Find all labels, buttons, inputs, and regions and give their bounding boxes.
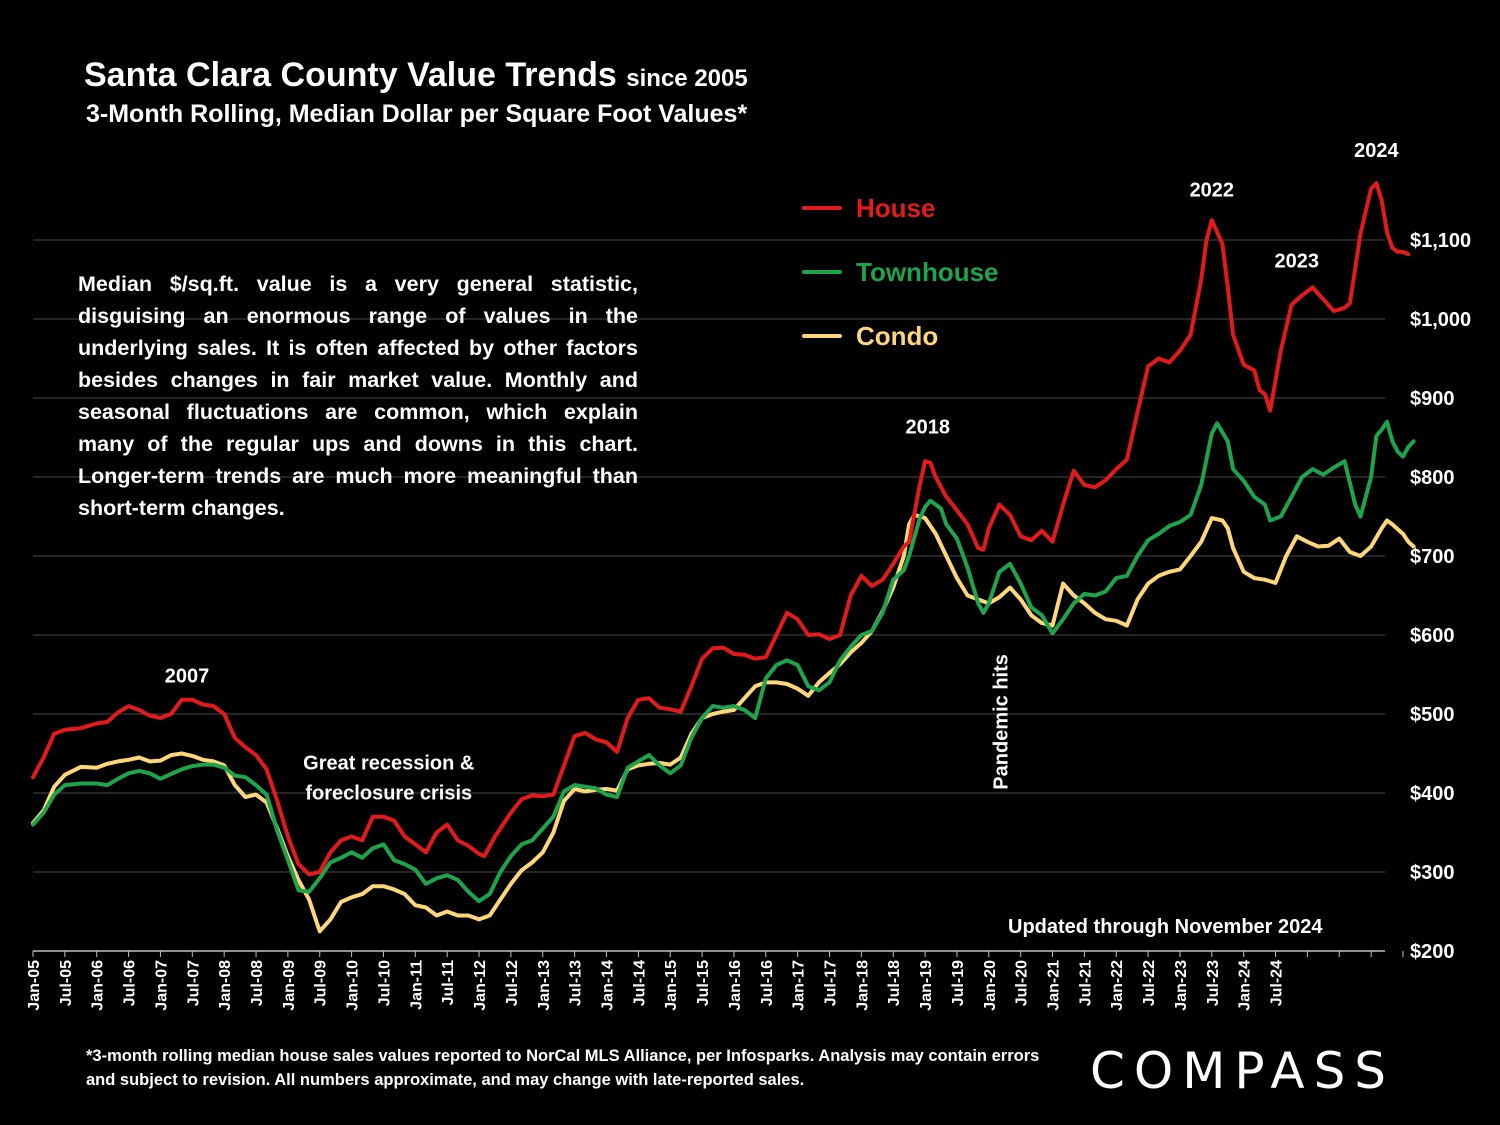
title-main: Santa Clara County Value Trends	[84, 56, 617, 94]
x-tick-label: Jul-23	[1205, 960, 1222, 1006]
title-suffix: since 2005	[626, 65, 748, 92]
y-tick-label: $300	[1410, 862, 1455, 884]
x-tick-label: Jul-20	[1014, 960, 1031, 1006]
x-tick-label: Jul-11	[440, 960, 457, 1005]
x-tick-label: Jan-09	[281, 960, 298, 1011]
x-tick-label: Jan-17	[791, 960, 808, 1011]
y-tick-label: $500	[1410, 704, 1455, 726]
x-tick-label: Jan-22	[1109, 960, 1126, 1011]
legend-label-house: House	[856, 192, 936, 223]
legend-label-townhouse: Townhouse	[856, 256, 999, 287]
updated-note: Updated through November 2024	[1008, 916, 1323, 938]
legend-item-townhouse: Townhouse	[802, 255, 999, 289]
x-tick-label: Jan-08	[217, 960, 234, 1011]
y-tick-label: $800	[1410, 467, 1455, 489]
y-tick-label: $1,000	[1410, 309, 1471, 331]
x-tick-label: Jan-24	[1237, 960, 1254, 1011]
legend-item-condo: Condo	[802, 319, 938, 353]
series-line-condo	[31, 512, 1416, 934]
x-tick-label: Jul-10	[376, 960, 393, 1006]
x-tick-label: Jan-21	[1046, 960, 1063, 1011]
x-tick-label: Jul-14	[631, 960, 648, 1006]
footnote: *3-month rolling median house sales valu…	[86, 1047, 1040, 1089]
legend-label-condo: Condo	[856, 320, 939, 351]
x-tick-label: Jan-06	[90, 960, 107, 1011]
x-tick-label: Jul-07	[185, 960, 202, 1006]
annotation-great-recession: Great recession &	[303, 752, 474, 774]
y-tick-label: $1,100	[1410, 230, 1471, 252]
x-tick-label: Jan-15	[663, 960, 680, 1011]
y-tick-label: $200	[1410, 941, 1455, 963]
legend-swatch-condo	[802, 334, 842, 338]
x-axis: Jan-05 Jul-05 Jan-06 Jul-06 Jan-07 Jul-07 Jan-…	[26, 951, 1404, 1011]
x-tick-label: Jul-13	[568, 960, 585, 1006]
annotation-2024: 2024	[1354, 140, 1399, 162]
x-tick-label: Jul-18	[886, 960, 903, 1006]
x-tick-label: Jan-23	[1173, 960, 1190, 1011]
x-tick-label: Jul-17	[823, 960, 840, 1006]
y-tick-label: $600	[1410, 625, 1455, 647]
x-tick-label: Jan-05	[26, 960, 43, 1011]
legend-swatch-house	[802, 206, 842, 210]
x-tick-label: Jul-06	[122, 960, 139, 1006]
series-line-townhouse	[31, 419, 1416, 904]
x-tick-label: Jul-22	[1141, 960, 1158, 1006]
x-tick-label: Jul-15	[695, 960, 712, 1006]
x-tick-label: Jul-09	[313, 960, 330, 1006]
x-tick-label: Jul-16	[759, 960, 776, 1006]
legend-swatch-townhouse	[802, 270, 842, 274]
annotation-2023: 2023	[1275, 251, 1320, 273]
x-tick-label: Jan-19	[918, 960, 935, 1011]
annotation-pandemic-hits: Pandemic hits	[990, 654, 1012, 790]
y-tick-label: $900	[1410, 388, 1455, 410]
chart-subtitle: 3-Month Rolling, Median Dollar per Squar…	[86, 100, 748, 128]
series-line-house	[31, 181, 1411, 877]
x-tick-label: Jan-11	[408, 960, 425, 1010]
x-tick-label: Jul-21	[1077, 960, 1094, 1006]
x-tick-label: Jan-10	[345, 960, 362, 1011]
x-tick-label: Jan-13	[536, 960, 553, 1011]
x-tick-label: Jul-08	[249, 960, 266, 1006]
annotations: 2007 Great recession & foreclosure crisis 2…	[165, 140, 1400, 804]
y-tick-label: $700	[1410, 546, 1455, 568]
explanatory-note: Median $/sq.ft. value is a very general …	[78, 272, 638, 520]
x-tick-label: Jul-05	[58, 960, 75, 1006]
x-tick-label: Jan-20	[982, 960, 999, 1011]
x-tick-label: Jul-24	[1269, 960, 1286, 1006]
x-tick-label: Jan-12	[472, 960, 489, 1011]
x-tick-label: Jul-12	[504, 960, 521, 1006]
annotation-2007: 2007	[165, 665, 210, 687]
chart-title: Santa Clara County Value Trends since 20…	[84, 56, 748, 95]
annotation-foreclosure-crisis: foreclosure crisis	[305, 782, 472, 804]
y-axis: $200 $300 $400 $500 $600 $700 $800 $900 $1,000 $1…	[1410, 230, 1471, 963]
y-tick-label: $400	[1410, 783, 1455, 805]
annotation-2018: 2018	[905, 417, 950, 439]
x-tick-label: Jan-14	[599, 960, 616, 1011]
series-lines	[31, 181, 1416, 934]
x-tick-label: Jan-16	[727, 960, 744, 1011]
compass-logo: COMPASS	[1090, 1042, 1396, 1100]
x-tick-label: Jan-07	[153, 960, 170, 1011]
annotation-2022: 2022	[1190, 180, 1235, 202]
x-tick-label: Jan-18	[854, 960, 871, 1011]
x-tick-label: Jul-19	[950, 960, 967, 1006]
legend-item-house: House	[802, 191, 935, 225]
